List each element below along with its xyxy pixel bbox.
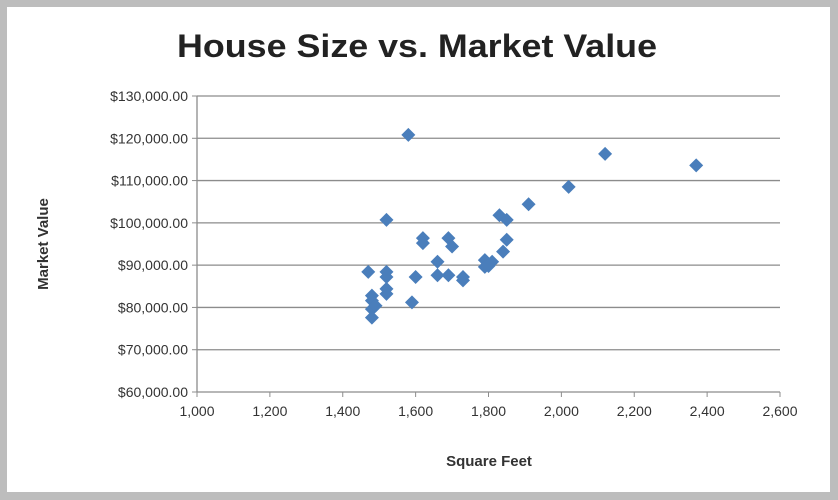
x-tick-label: 1,200 — [252, 403, 287, 419]
y-tick-label: $130,000.00 — [110, 88, 188, 104]
data-point — [379, 212, 394, 227]
x-tick-label: 1,800 — [471, 403, 506, 419]
data-point — [496, 244, 511, 259]
data-point — [364, 310, 379, 325]
data-point — [561, 179, 576, 194]
data-point — [598, 146, 613, 161]
x-tick-label: 2,200 — [617, 403, 652, 419]
data-point — [361, 264, 376, 279]
x-tick-label: 1,600 — [398, 403, 433, 419]
data-point — [441, 268, 456, 283]
data-point — [430, 254, 445, 269]
data-point — [499, 212, 514, 227]
data-point — [401, 127, 416, 142]
x-tick-label: 2,400 — [690, 403, 725, 419]
data-point — [445, 239, 460, 254]
chart-panel — [7, 7, 830, 492]
y-tick-label: $70,000.00 — [118, 342, 188, 358]
data-point — [430, 268, 445, 283]
y-tick-label: $60,000.00 — [118, 384, 188, 400]
y-tick-label: $110,000.00 — [111, 173, 188, 189]
x-tick-label: 1,400 — [325, 403, 360, 419]
x-tick-label: 2,600 — [762, 403, 797, 419]
y-tick-label: $120,000.00 — [110, 130, 188, 146]
data-point — [415, 236, 430, 251]
y-tick-label: $80,000.00 — [118, 299, 188, 315]
data-point — [404, 295, 419, 310]
data-point — [408, 269, 423, 284]
y-tick-label: $90,000.00 — [118, 257, 188, 273]
data-point — [455, 273, 470, 288]
data-point — [379, 286, 394, 301]
data-point — [368, 298, 383, 313]
y-axis-label: Market Value — [35, 198, 52, 290]
data-point — [481, 258, 496, 273]
data-point — [379, 269, 394, 284]
x-axis-label: Square Feet — [446, 453, 532, 470]
data-point — [689, 158, 704, 173]
x-tick-label: 1,000 — [179, 403, 214, 419]
chart-title: House Size vs. Market Value — [177, 28, 657, 64]
data-point — [499, 232, 514, 247]
y-tick-label: $100,000.00 — [110, 215, 188, 231]
x-tick-label: 2,000 — [544, 403, 579, 419]
data-point — [521, 197, 536, 212]
